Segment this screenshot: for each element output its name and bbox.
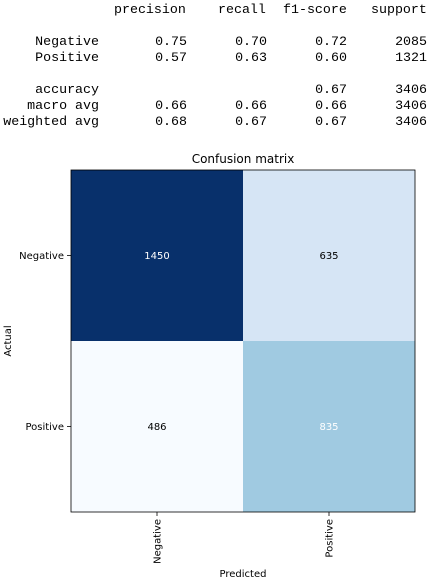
cell-value: 0.67 xyxy=(315,82,347,97)
cell-value: 3406 xyxy=(395,98,427,113)
cell-value-label: 486 xyxy=(147,422,166,433)
header-f1-score: f1-score xyxy=(283,2,347,17)
row-label: accuracy xyxy=(35,82,99,97)
cell-value: 0.70 xyxy=(235,34,267,49)
cell-value: 0.57 xyxy=(155,50,187,65)
cell-value: 0.66 xyxy=(155,98,187,113)
cell-value: 1321 xyxy=(395,50,427,65)
cell-value: 0.67 xyxy=(315,114,347,129)
plot-frame xyxy=(70,169,416,513)
cell-value: 0.72 xyxy=(315,34,347,49)
cell-value: 0.60 xyxy=(315,50,347,65)
cell-value-label: 635 xyxy=(319,251,338,262)
classification-report: precision recall f1-score support Negati… xyxy=(0,0,440,140)
header-recall: recall xyxy=(218,2,266,17)
cell-value: 0.67 xyxy=(235,114,267,129)
heatmap-cell xyxy=(243,341,415,512)
x-tick-label: Positive xyxy=(325,519,336,558)
row-label: weighted avg xyxy=(3,114,99,129)
y-axis-label: Actual xyxy=(3,325,14,356)
cell-value: 3406 xyxy=(395,82,427,97)
cell-value: 0.66 xyxy=(235,98,267,113)
cell-value: 0.75 xyxy=(155,34,187,49)
cell-value-label: 1450 xyxy=(144,251,169,262)
y-tick-label: Negative xyxy=(19,251,64,262)
header-support: support xyxy=(371,2,427,17)
cell-value: 3406 xyxy=(395,114,427,129)
cell-value: 0.63 xyxy=(235,50,267,65)
cell-value: 0.66 xyxy=(315,98,347,113)
y-tick-label: Positive xyxy=(25,422,64,433)
x-axis-label: Predicted xyxy=(220,569,267,580)
row-label: macro avg xyxy=(27,98,99,113)
heatmap-cell xyxy=(243,170,415,341)
row-label: Negative xyxy=(35,34,99,49)
heatmap-cell xyxy=(71,170,243,341)
header-precision: precision xyxy=(114,2,186,17)
heatmap-cell xyxy=(71,341,243,512)
x-tick-label: Negative xyxy=(153,519,164,564)
cell-value: 2085 xyxy=(395,34,427,49)
cell-value: 0.68 xyxy=(155,114,187,129)
row-label: Positive xyxy=(35,50,99,65)
chart-title: Confusion matrix xyxy=(191,152,295,166)
cell-value-label: 835 xyxy=(319,422,338,433)
